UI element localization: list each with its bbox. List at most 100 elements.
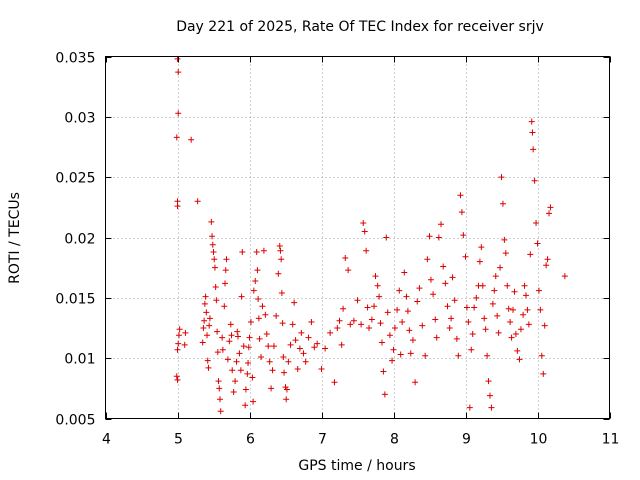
data-point	[463, 304, 470, 311]
data-point	[278, 290, 285, 297]
data-point	[174, 203, 181, 210]
data-point	[270, 343, 277, 350]
data-point	[181, 341, 188, 348]
data-point	[403, 293, 410, 300]
data-point	[210, 248, 217, 255]
data-point	[438, 221, 445, 228]
data-point	[444, 303, 451, 310]
data-point	[433, 334, 440, 341]
data-point	[280, 353, 287, 360]
data-point	[478, 244, 485, 251]
data-point	[175, 340, 182, 347]
data-point	[465, 318, 472, 325]
x-tick-label: 7	[318, 432, 327, 448]
data-point	[544, 256, 551, 263]
data-point	[250, 287, 257, 294]
data-point	[541, 322, 548, 329]
data-point	[424, 256, 431, 263]
data-point	[215, 378, 222, 385]
data-point	[242, 402, 249, 409]
data-point	[561, 273, 568, 280]
y-tick-labels: 0.005 0.01 0.015 0.02 0.025 0.03 0.035	[55, 51, 95, 429]
data-point	[281, 369, 288, 376]
data-point	[471, 304, 478, 311]
data-point	[522, 292, 529, 299]
data-point	[366, 325, 373, 331]
data-point	[363, 247, 370, 254]
data-point	[234, 333, 241, 340]
data-point	[240, 343, 247, 350]
data-point	[255, 296, 262, 303]
data-point	[234, 328, 241, 335]
data-point	[495, 329, 502, 336]
data-point	[524, 306, 531, 313]
chart-title: Day 221 of 2025, Rate Of TEC Index for r…	[176, 19, 544, 35]
y-tick-label: 0.035	[55, 51, 95, 67]
data-point	[514, 347, 521, 354]
y-axis-label: ROTI / TECUs	[7, 192, 23, 284]
data-point	[209, 241, 216, 248]
data-point	[214, 328, 221, 335]
data-point	[377, 320, 384, 327]
data-point	[246, 334, 253, 341]
data-point	[484, 352, 491, 359]
data-point	[327, 329, 334, 336]
data-point	[535, 287, 542, 294]
data-point	[296, 345, 303, 352]
data-point	[419, 322, 426, 329]
data-point	[486, 392, 493, 399]
data-point	[298, 329, 305, 336]
data-point	[294, 366, 301, 373]
data-point	[376, 293, 383, 300]
data-point	[289, 321, 296, 328]
data-point	[212, 283, 219, 290]
data-point	[199, 339, 206, 346]
data-point	[242, 386, 249, 393]
data-point	[182, 329, 189, 336]
data-point	[427, 276, 434, 283]
data-point	[430, 291, 437, 298]
data-point	[206, 315, 213, 322]
data-point	[422, 352, 429, 359]
data-point	[237, 367, 244, 374]
data-point	[292, 337, 299, 344]
data-point	[449, 274, 456, 281]
data-point	[244, 370, 251, 377]
data-point	[485, 378, 492, 385]
data-point	[278, 256, 285, 263]
data-point	[205, 364, 212, 371]
data-point	[322, 345, 329, 352]
data-point	[525, 321, 532, 328]
data-point	[229, 367, 236, 374]
data-point	[255, 315, 262, 322]
data-point	[368, 316, 375, 323]
data-point	[188, 136, 195, 143]
data-point	[534, 240, 541, 247]
data-point	[537, 306, 544, 313]
data-point	[233, 358, 240, 365]
data-point	[481, 315, 488, 322]
data-point	[389, 357, 396, 364]
data-point	[501, 236, 508, 243]
data-point	[221, 303, 228, 310]
data-point	[230, 388, 237, 395]
data-point	[404, 308, 411, 315]
data-point	[222, 280, 229, 287]
data-point	[401, 269, 408, 276]
data-point	[300, 350, 307, 357]
data-point	[364, 304, 371, 311]
data-point	[455, 352, 462, 359]
data-point	[380, 368, 387, 375]
data-point	[232, 378, 239, 385]
data-point	[466, 404, 473, 411]
data-point	[222, 267, 229, 274]
x-tick-label: 10	[530, 432, 548, 448]
data-point	[494, 312, 501, 319]
data-point	[543, 262, 550, 269]
data-point	[204, 332, 211, 339]
data-point	[383, 234, 390, 241]
data-point	[497, 264, 504, 271]
data-point	[249, 374, 256, 381]
data-point	[331, 379, 338, 386]
